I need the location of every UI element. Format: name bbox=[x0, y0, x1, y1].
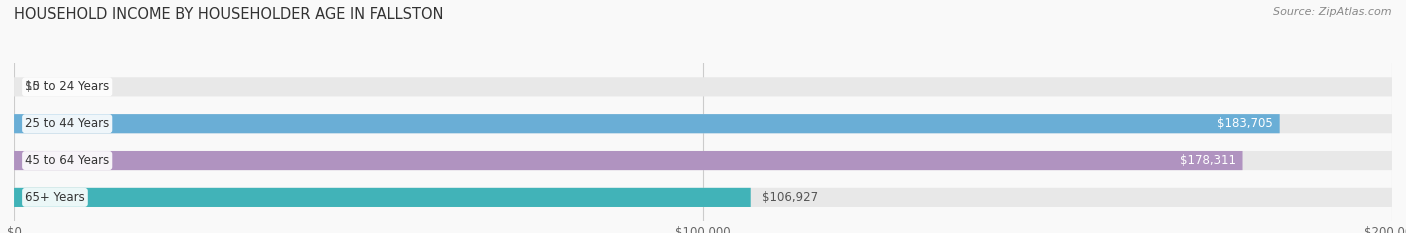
Text: HOUSEHOLD INCOME BY HOUSEHOLDER AGE IN FALLSTON: HOUSEHOLD INCOME BY HOUSEHOLDER AGE IN F… bbox=[14, 7, 443, 22]
Text: $183,705: $183,705 bbox=[1218, 117, 1272, 130]
Text: $106,927: $106,927 bbox=[762, 191, 818, 204]
Text: 15 to 24 Years: 15 to 24 Years bbox=[25, 80, 110, 93]
FancyBboxPatch shape bbox=[14, 188, 1392, 207]
Text: 45 to 64 Years: 45 to 64 Years bbox=[25, 154, 110, 167]
FancyBboxPatch shape bbox=[14, 188, 751, 207]
Text: $0: $0 bbox=[25, 80, 39, 93]
FancyBboxPatch shape bbox=[14, 77, 1392, 96]
FancyBboxPatch shape bbox=[14, 151, 1243, 170]
Text: 25 to 44 Years: 25 to 44 Years bbox=[25, 117, 110, 130]
FancyBboxPatch shape bbox=[14, 114, 1279, 133]
FancyBboxPatch shape bbox=[14, 151, 1392, 170]
Text: 65+ Years: 65+ Years bbox=[25, 191, 84, 204]
FancyBboxPatch shape bbox=[14, 114, 1392, 133]
Text: $178,311: $178,311 bbox=[1180, 154, 1236, 167]
Text: Source: ZipAtlas.com: Source: ZipAtlas.com bbox=[1274, 7, 1392, 17]
